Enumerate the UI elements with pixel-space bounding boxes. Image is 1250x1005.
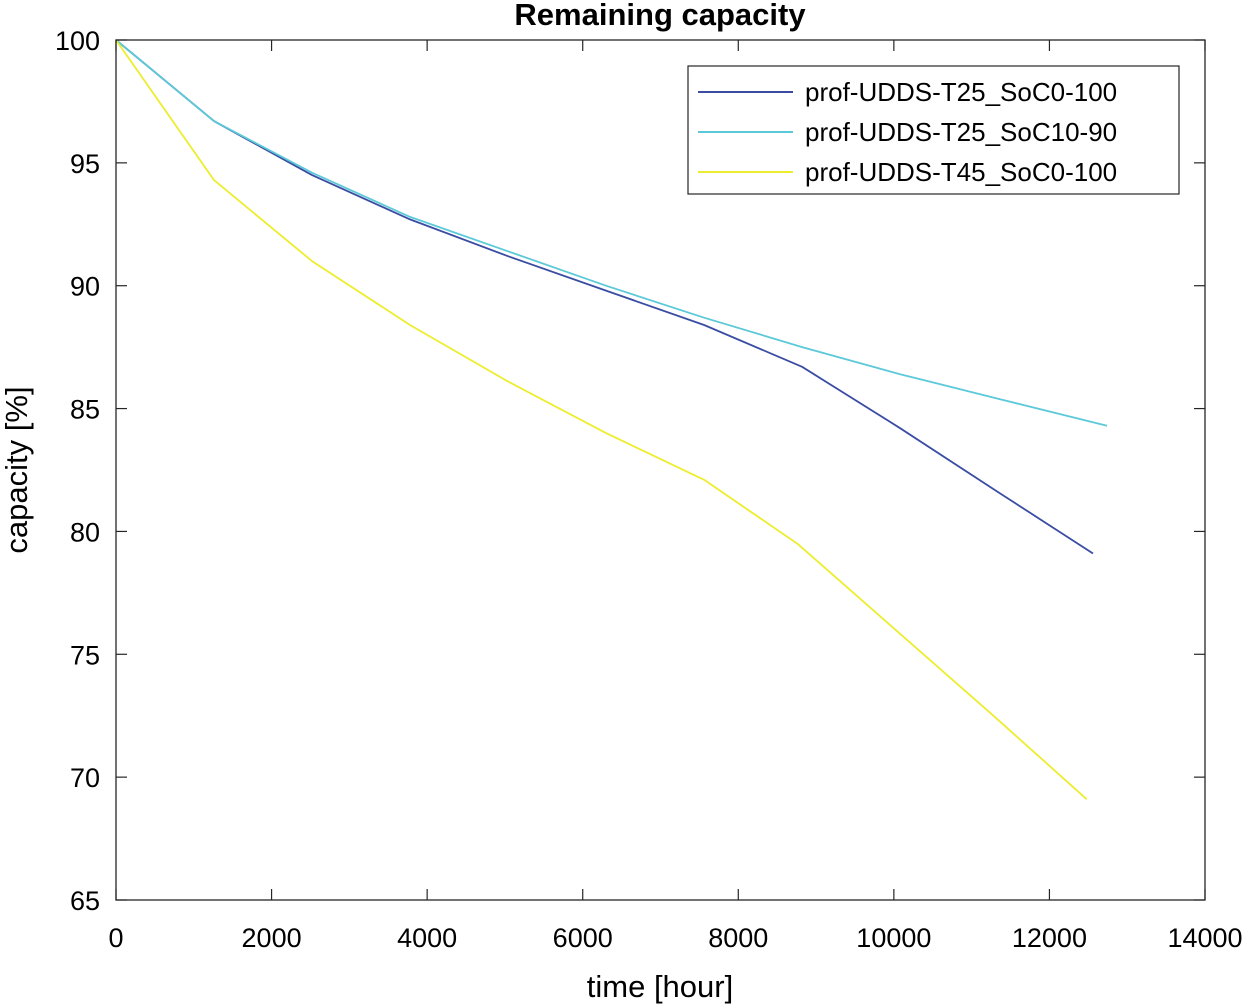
y-tick-label: 70 (70, 763, 100, 793)
series-line-2 (115, 39, 1108, 427)
x-axis-label: time [hour] (587, 969, 733, 1004)
x-tick-label: 0 (108, 923, 123, 953)
legend: prof-UDDS-T25_SoC0-100 prof-UDDS-T25_SoC… (687, 65, 1180, 195)
y-tick-label: 65 (70, 886, 100, 916)
y-axis-label: capacity [%] (0, 386, 34, 553)
x-tick-label: 10000 (856, 923, 931, 953)
x-tick-label: 6000 (553, 923, 613, 953)
x-tick-label: 2000 (242, 923, 302, 953)
series-line-1 (115, 39, 1094, 555)
plot-frame (115, 39, 1206, 901)
y-tick-label: 95 (70, 149, 100, 179)
x-tick-label: 12000 (1012, 923, 1087, 953)
legend-label-series-3: prof-UDDS-T45_SoC0-100 (805, 157, 1117, 187)
x-tick-label: 8000 (708, 923, 768, 953)
legend-label-series-2: prof-UDDS-T25_SoC10-90 (805, 117, 1117, 147)
series-line-3 (115, 39, 1088, 800)
series-layer (115, 39, 1108, 800)
y-tick-label: 100 (55, 26, 100, 56)
y-tick-label: 90 (70, 272, 100, 302)
chart-title: Remaining capacity (514, 0, 806, 32)
ticks-layer: 0 2000 4000 6000 8000 10000 12000 14000 65 70 75 80… (55, 26, 1243, 953)
x-tick-label: 14000 (1167, 923, 1242, 953)
legend-label-series-1: prof-UDDS-T25_SoC0-100 (805, 77, 1117, 107)
x-tick-label: 4000 (397, 923, 457, 953)
y-tick-label: 85 (70, 395, 100, 425)
y-tick-label: 75 (70, 640, 100, 670)
y-tick-label: 80 (70, 517, 100, 547)
